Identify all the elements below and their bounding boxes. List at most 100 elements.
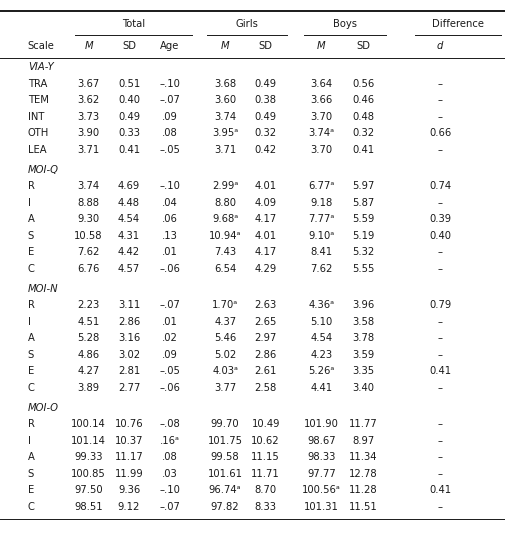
Text: –.10: –.10 [159,79,180,89]
Text: 6.54: 6.54 [214,264,236,274]
Text: 4.01: 4.01 [254,181,276,192]
Text: Boys: Boys [332,18,356,29]
Text: 10.37: 10.37 [115,436,143,446]
Text: A: A [28,452,35,463]
Text: 3.78: 3.78 [351,333,374,343]
Text: 11.15: 11.15 [251,452,279,463]
Text: –.07: –.07 [159,502,180,512]
Text: .08: .08 [161,452,177,463]
Text: 3.71: 3.71 [214,145,236,155]
Text: 3.02: 3.02 [118,350,140,360]
Text: 5.46: 5.46 [214,333,236,343]
Text: –: – [437,383,442,393]
Text: S: S [28,231,34,241]
Text: 4.57: 4.57 [118,264,140,274]
Text: –: – [437,333,442,343]
Text: 4.17: 4.17 [254,248,276,258]
Text: .13: .13 [161,231,177,241]
Text: –.07: –.07 [159,95,180,105]
Text: 8.70: 8.70 [254,486,276,496]
Text: 0.49: 0.49 [254,112,276,122]
Text: 4.01: 4.01 [254,231,276,241]
Text: .09: .09 [161,112,177,122]
Text: –.06: –.06 [159,383,180,393]
Text: 5.26ᵃ: 5.26ᵃ [308,366,334,376]
Text: INT: INT [28,112,44,122]
Text: d: d [436,41,442,51]
Text: Age: Age [160,41,179,51]
Text: –: – [437,419,442,430]
Text: E: E [28,486,34,496]
Text: –: – [437,198,442,208]
Text: 4.42: 4.42 [118,248,140,258]
Text: 8.41: 8.41 [310,248,332,258]
Text: M: M [84,41,93,51]
Text: 2.23: 2.23 [77,300,99,310]
Text: MOI-Q: MOI-Q [28,165,59,175]
Text: 10.94ᵃ: 10.94ᵃ [209,231,241,241]
Text: 97.50: 97.50 [74,486,103,496]
Text: –: – [437,452,442,463]
Text: 11.51: 11.51 [348,502,377,512]
Text: 0.74: 0.74 [428,181,450,192]
Text: –: – [437,79,442,89]
Text: 3.74: 3.74 [77,181,99,192]
Text: 4.37: 4.37 [214,317,236,327]
Text: 7.62: 7.62 [310,264,332,274]
Text: 3.60: 3.60 [214,95,236,105]
Text: C: C [28,502,35,512]
Text: 3.35: 3.35 [351,366,374,376]
Text: 4.69: 4.69 [118,181,140,192]
Text: 4.36ᵃ: 4.36ᵃ [308,300,334,310]
Text: I: I [28,317,31,327]
Text: 6.76: 6.76 [77,264,99,274]
Text: .08: .08 [161,128,177,138]
Text: MOI-O: MOI-O [28,403,59,413]
Text: 9.10ᵃ: 9.10ᵃ [308,231,334,241]
Text: I: I [28,436,31,446]
Text: 0.49: 0.49 [254,79,276,89]
Text: .03: .03 [161,469,177,479]
Text: C: C [28,264,35,274]
Text: 11.77: 11.77 [348,419,377,430]
Text: 3.74ᵃ: 3.74ᵃ [308,128,334,138]
Text: 8.97: 8.97 [351,436,374,446]
Text: 0.41: 0.41 [428,486,450,496]
Text: OTH: OTH [28,128,49,138]
Text: M: M [220,41,229,51]
Text: 4.03ᵃ: 4.03ᵃ [212,366,238,376]
Text: Scale: Scale [28,41,55,51]
Text: 8.80: 8.80 [214,198,236,208]
Text: 9.18: 9.18 [310,198,332,208]
Text: 10.62: 10.62 [251,436,279,446]
Text: 2.86: 2.86 [118,317,140,327]
Text: –: – [437,264,442,274]
Text: 0.66: 0.66 [428,128,450,138]
Text: 2.61: 2.61 [254,366,276,376]
Text: 0.40: 0.40 [118,95,140,105]
Text: 6.77ᵃ: 6.77ᵃ [308,181,334,192]
Text: .01: .01 [161,317,177,327]
Text: 5.19: 5.19 [351,231,374,241]
Text: 4.41: 4.41 [310,383,332,393]
Text: .09: .09 [161,350,177,360]
Text: –: – [437,350,442,360]
Text: –: – [437,112,442,122]
Text: 0.41: 0.41 [118,145,140,155]
Text: 0.39: 0.39 [428,214,450,225]
Text: 0.41: 0.41 [351,145,374,155]
Text: –.05: –.05 [159,145,180,155]
Text: R: R [28,181,35,192]
Text: 2.58: 2.58 [254,383,276,393]
Text: 5.55: 5.55 [351,264,374,274]
Text: 98.67: 98.67 [307,436,335,446]
Text: 97.82: 97.82 [211,502,239,512]
Text: SD: SD [122,41,136,51]
Text: –: – [437,145,442,155]
Text: 7.62: 7.62 [77,248,99,258]
Text: 4.31: 4.31 [118,231,140,241]
Text: 0.33: 0.33 [118,128,140,138]
Text: 4.09: 4.09 [254,198,276,208]
Text: R: R [28,300,35,310]
Text: 98.51: 98.51 [74,502,103,512]
